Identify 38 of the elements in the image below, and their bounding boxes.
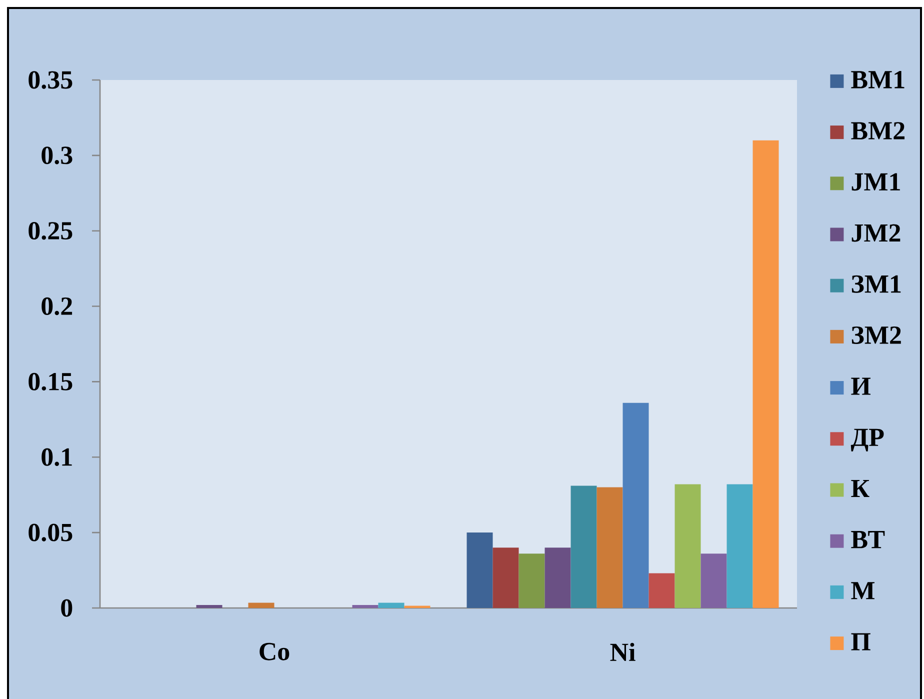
legend-label: ЗМ1 bbox=[852, 275, 901, 293]
y-tick-label: 0.05 bbox=[28, 524, 72, 542]
y-tick-label: 0.1 bbox=[42, 448, 72, 466]
bar bbox=[352, 604, 378, 608]
bar bbox=[518, 554, 545, 608]
y-tick-label: 0.15 bbox=[28, 372, 72, 391]
x-tick-label: Co bbox=[260, 642, 290, 660]
bar bbox=[248, 602, 274, 608]
bar bbox=[596, 487, 623, 608]
bar bbox=[674, 484, 701, 608]
y-tick-label: 0.2 bbox=[42, 297, 72, 316]
bar bbox=[196, 604, 222, 608]
bar bbox=[648, 573, 675, 608]
legend-label: М bbox=[851, 582, 875, 600]
bar bbox=[726, 484, 753, 608]
legend-label: JМ1 bbox=[852, 173, 900, 191]
bar bbox=[378, 602, 404, 608]
y-tick-label: 0 bbox=[61, 599, 72, 617]
legend-label: И bbox=[851, 378, 871, 395]
legend-label: ВМ1 bbox=[851, 71, 904, 88]
legend-label: JМ2 bbox=[852, 224, 900, 242]
y-tick-label: 0.3 bbox=[42, 146, 72, 164]
y-tick-label: 0.35 bbox=[28, 71, 72, 89]
y-tick-label: 0.25 bbox=[28, 222, 72, 240]
legend-label: ВТ bbox=[851, 531, 885, 548]
bar bbox=[466, 532, 493, 608]
legend-label: ВМ2 bbox=[851, 122, 904, 140]
bar bbox=[622, 402, 649, 608]
bar bbox=[544, 548, 571, 608]
x-tick-label: Ni bbox=[610, 642, 636, 661]
bar bbox=[700, 554, 727, 608]
legend-label: ЗМ2 bbox=[852, 326, 901, 344]
bar bbox=[570, 486, 597, 608]
bar bbox=[752, 140, 779, 608]
bar bbox=[492, 548, 519, 608]
legend-label: П bbox=[851, 633, 870, 650]
legend-label: ДР bbox=[850, 428, 884, 452]
legend-label: К bbox=[851, 480, 870, 497]
